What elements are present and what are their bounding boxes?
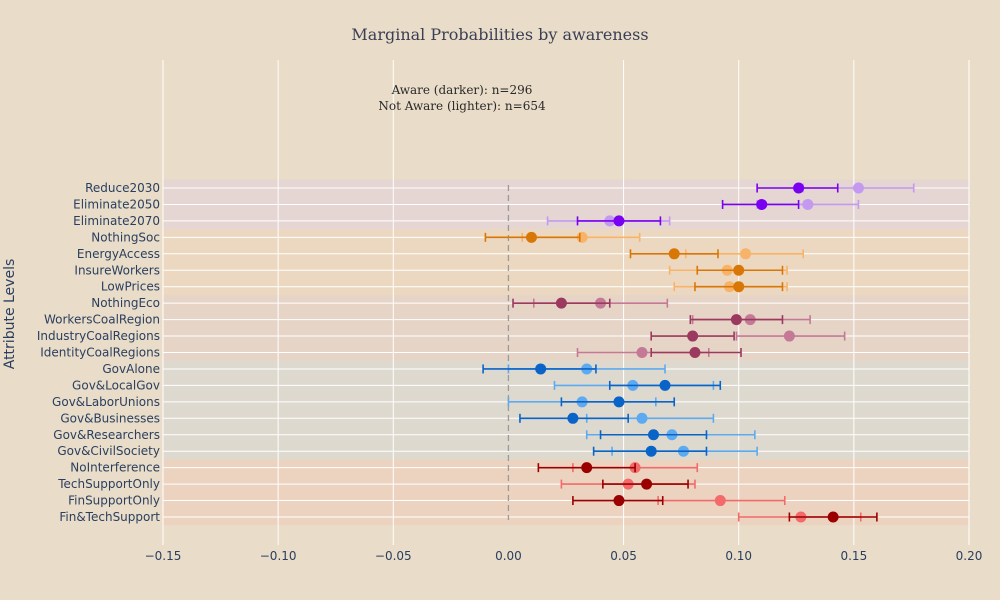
x-tick-label: 0.15 [840, 549, 867, 563]
point-aware-industrycoalregions [687, 330, 699, 342]
point-not-aware-gov-and-businesses [636, 412, 648, 424]
x-tick-label: −0.10 [260, 549, 297, 563]
point-aware-finsupportonly [613, 495, 625, 507]
x-tick-label: −0.05 [375, 549, 412, 563]
x-tick-label: 0.10 [725, 549, 752, 563]
point-aware-gov-and-laborunions [613, 396, 625, 408]
annotation-not-aware: Not Aware (lighter): n=654 [378, 99, 546, 113]
point-not-aware-eliminate2050 [802, 198, 814, 210]
point-not-aware-reduce2030 [852, 182, 864, 194]
y-tick-labels: Reduce2030 Eliminate2050 Eliminate2070 Noth… [37, 181, 160, 524]
y-tick-label-energyaccess: EnergyAccess [77, 247, 160, 261]
y-tick-label-nothingeco: NothingEco [91, 296, 160, 310]
y-tick-label-gov-and-businesses: Gov&Businesses [60, 411, 160, 425]
point-not-aware-finsupportonly [714, 495, 726, 507]
group-band-5 [163, 459, 969, 526]
point-aware-eliminate2070 [613, 215, 625, 227]
point-aware-fin-and-techsupport [827, 511, 839, 523]
point-aware-identitycoalregions [689, 347, 701, 358]
y-tick-label-techsupportonly: TechSupportOnly [57, 477, 160, 491]
point-aware-eliminate2050 [756, 198, 768, 210]
y-tick-label-insureworkers: InsureWorkers [74, 263, 160, 277]
y-tick-label-reduce2030: Reduce2030 [85, 181, 160, 195]
y-axis-label: Attribute Levels [2, 259, 18, 370]
point-aware-insureworkers [733, 264, 745, 276]
y-tick-label-nointerference: NoInterference [70, 461, 160, 475]
point-aware-nothingeco [555, 297, 567, 309]
y-tick-label-workerscoalregion: WorkersCoalRegion [44, 313, 160, 327]
point-aware-gov-and-researchers [648, 429, 660, 441]
point-aware-gov-and-businesses [567, 412, 579, 424]
y-tick-label-gov-and-researchers: Gov&Researchers [53, 428, 160, 442]
y-tick-label-fin-and-techsupport: Fin&TechSupport [59, 510, 160, 524]
point-aware-reduce2030 [793, 182, 805, 194]
point-not-aware-identitycoalregions [636, 347, 648, 358]
x-tick-labels: −0.15 −0.10 −0.05 0.00 0.05 0.10 0.15 0.20 [145, 549, 983, 563]
x-tick-label: −0.15 [145, 549, 182, 563]
y-tick-label-identitycoalregions: IdentityCoalRegions [40, 346, 160, 360]
y-tick-label-gov-and-localgov: Gov&LocalGov [72, 378, 160, 392]
x-tick-label: 0.05 [610, 549, 637, 563]
annotation-aware: Aware (darker): n=296 [391, 83, 533, 97]
group-band-4 [163, 360, 969, 460]
point-not-aware-energyaccess [740, 248, 752, 260]
x-tick-label: 0.20 [956, 549, 983, 563]
y-tick-label-eliminate2050: Eliminate2050 [73, 197, 160, 211]
point-aware-techsupportonly [641, 478, 653, 490]
x-tick-label: 0.00 [495, 549, 522, 563]
y-tick-label-finsupportonly: FinSupportOnly [68, 494, 160, 508]
y-tick-label-gov-and-laborunions: Gov&LaborUnions [52, 395, 160, 409]
chart-title: Marginal Probabilities by awareness [351, 25, 648, 44]
y-tick-label-gov-and-civilsociety: Gov&CivilSociety [57, 444, 160, 458]
y-tick-label-eliminate2070: Eliminate2070 [73, 214, 160, 228]
point-aware-govalone [535, 363, 547, 375]
point-aware-nointerference [581, 462, 593, 474]
point-not-aware-industrycoalregions [783, 330, 795, 342]
y-tick-label-industrycoalregions: IndustryCoalRegions [37, 329, 160, 343]
point-aware-energyaccess [668, 248, 680, 260]
y-tick-label-nothingsoc: NothingSoc [91, 230, 160, 244]
group-band-2 [163, 229, 969, 295]
point-aware-gov-and-civilsociety [645, 445, 657, 457]
point-aware-gov-and-localgov [659, 379, 671, 391]
chart-marks [482, 182, 915, 523]
point-aware-nothingsoc [525, 231, 537, 243]
y-tick-label-govalone: GovAlone [102, 362, 160, 376]
horizontal-gridlines [163, 187, 969, 518]
point-aware-workerscoalregion [730, 314, 742, 326]
point-aware-lowprices [733, 281, 745, 293]
y-tick-label-lowprices: LowPrices [101, 280, 160, 294]
